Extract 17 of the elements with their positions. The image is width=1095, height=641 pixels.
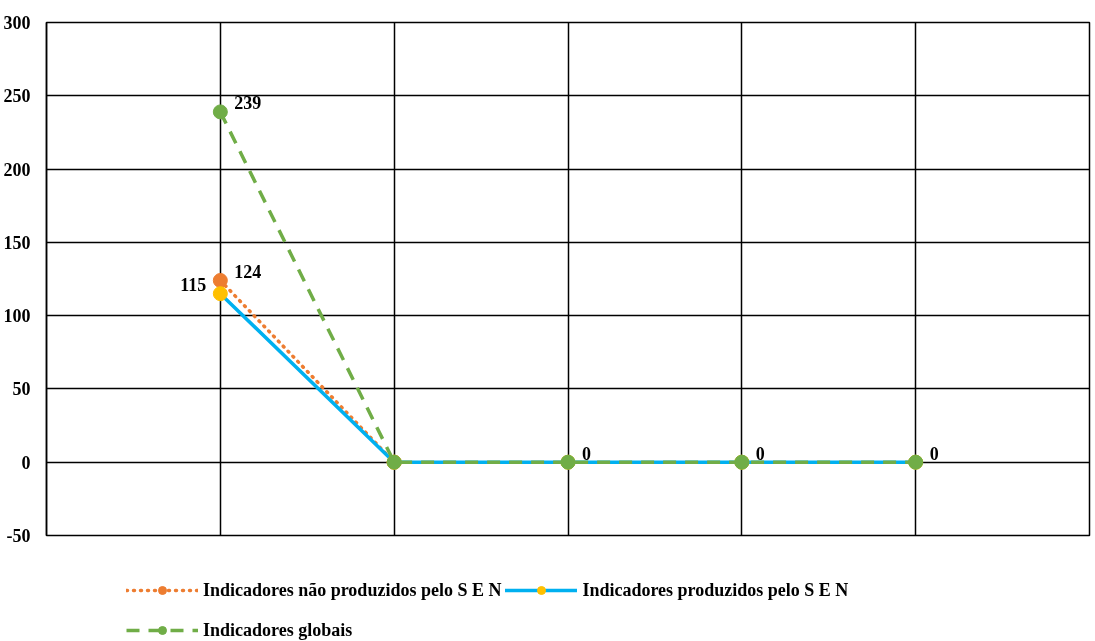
y-tick-label: 300 (3, 13, 31, 33)
y-tick-label: 0 (21, 452, 31, 473)
y-tick-label: 100 (3, 306, 31, 327)
y-tick-label: 50 (12, 379, 31, 400)
data-label: 124 (234, 261, 262, 282)
y-tick-label: 250 (3, 86, 31, 107)
y-tick-label: 200 (3, 159, 31, 180)
data-label: 0 (582, 443, 591, 464)
legend-label: Indicadores não produzidos pelo S E N (203, 579, 502, 601)
data-label: 239 (234, 93, 262, 114)
y-tick-label: 150 (3, 232, 31, 253)
y-tick-label: -50 (6, 526, 31, 546)
data-label: 0 (755, 443, 765, 464)
data-label: 115 (180, 275, 207, 296)
legend-label: Indicadores globais (203, 619, 353, 641)
legend-label: Indicadores produzidos pelo S E N (582, 579, 849, 601)
data-label: 0 (929, 443, 939, 464)
